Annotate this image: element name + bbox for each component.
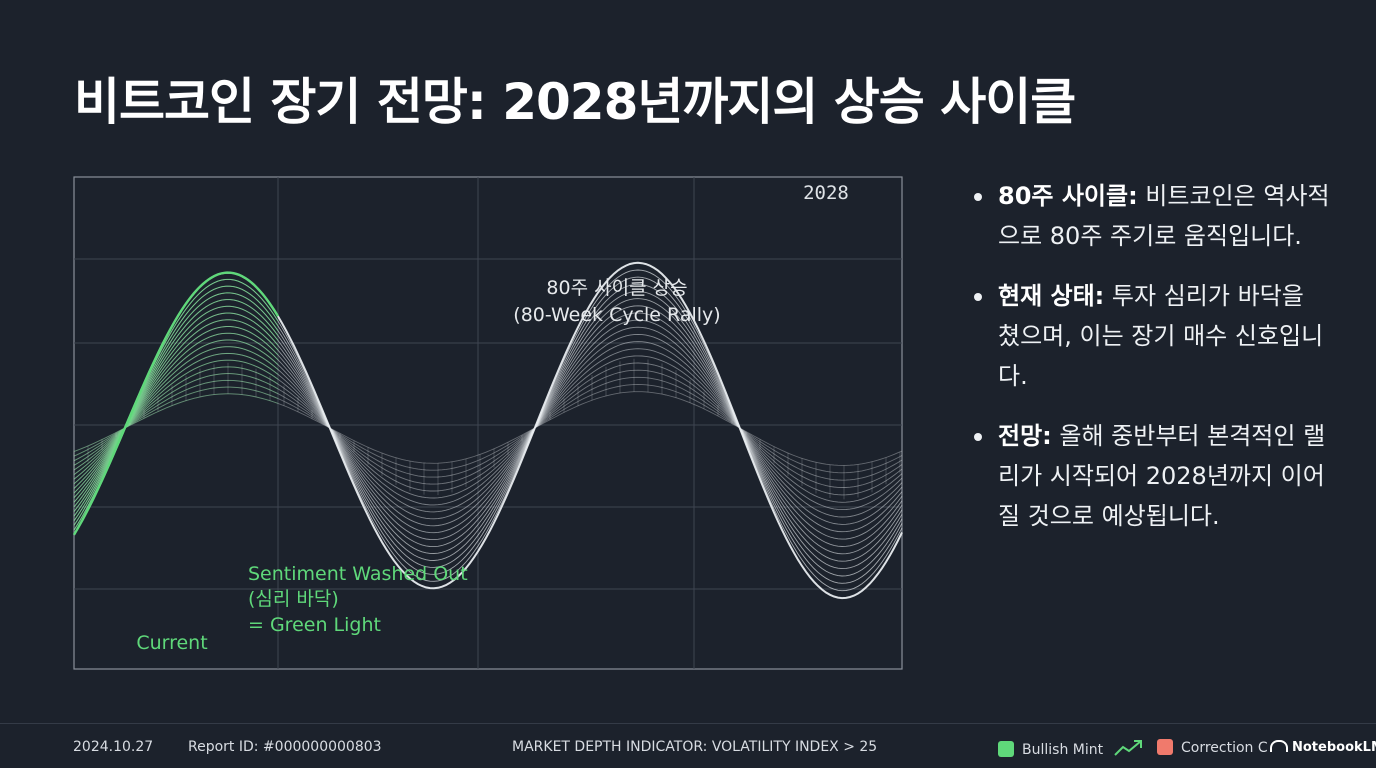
bullet-text: 비트코인은 역사적으로 80주 주기로 움직입니다.: [998, 182, 1330, 250]
footer-date: 2024.10.27: [73, 739, 154, 755]
legend-bullish: Bullish Mint: [998, 739, 1144, 758]
notebooklm-logo: NotebookLM: [1270, 740, 1376, 755]
wave-line-highlight: [73, 332, 279, 494]
wave-line: [73, 384, 903, 474]
wave-lines: [72, 261, 903, 600]
wave-line: [73, 341, 903, 518]
wave-line: [73, 369, 903, 488]
wave-line-highlight: [73, 373, 279, 466]
brand-name: NotebookLM: [1292, 740, 1376, 755]
current-label: Current: [136, 632, 207, 654]
bullet-text: 투자 심리가 바닥을 쳤으며, 이는 장기 매수 신호입니다.: [998, 282, 1324, 390]
bullet-term: 현재 상태:: [998, 282, 1105, 310]
wave-line: [73, 355, 903, 503]
footer-indicator: MARKET DEPTH INDICATOR: VOLATILITY INDEX…: [512, 739, 878, 755]
bullet-term: 전망:: [998, 422, 1052, 450]
page-title: 비트코인 장기 전망: 2028년까지의 상승 사이클: [74, 73, 1076, 131]
wave-line: [73, 291, 903, 570]
wave-line: [73, 391, 903, 466]
footer-divider: [0, 723, 1376, 724]
rally-label-ko: 80주 사이클 상승: [546, 277, 687, 299]
wave-line-highlight: [73, 393, 279, 452]
wave-line: [73, 362, 903, 496]
wave-line: [73, 376, 903, 481]
legend-swatch-green: [998, 741, 1014, 757]
bullet-80week-cycle: 80주 사이클: 비트코인은 역사적으로 80주 주기로 움직입니다.: [972, 176, 1332, 256]
wave-line-highlight: [72, 271, 280, 536]
legend-correction-label: Correction C: [1181, 740, 1268, 756]
legend-correction: Correction C: [1157, 739, 1268, 756]
notebooklm-icon: [1270, 740, 1288, 752]
cycle-chart: 2028 80주 사이클 상승 (80-Week Cycle Rally) Se…: [72, 175, 904, 671]
footer-report-id: Report ID: #000000000803: [188, 739, 382, 755]
rally-label-en: (80-Week Cycle Rally): [513, 304, 720, 326]
chart-grid: [73, 176, 903, 670]
wave-line-highlight: [73, 326, 279, 499]
sentiment-label-line2: (심리 바닥): [248, 588, 339, 610]
chart-frame: [73, 176, 903, 670]
wave-line-highlight: [73, 285, 279, 526]
bullet-outlook: 전망: 올해 중반부터 본격적인 랠리가 시작되어 2028년까지 이어질 것으…: [972, 416, 1332, 536]
wave-line-highlight: [73, 339, 279, 489]
wave-line-highlight: [73, 346, 279, 485]
wave-line: [73, 276, 903, 584]
wave-line-highlight: [73, 292, 279, 522]
year-2028-label: 2028: [803, 182, 849, 204]
cycle-wave-chart: 2028 80주 사이클 상승 (80-Week Cycle Rally) Se…: [72, 176, 903, 670]
wave-line: [73, 333, 903, 525]
bullet-current-status: 현재 상태: 투자 심리가 바닥을 쳤으며, 이는 장기 매수 신호입니다.: [972, 276, 1332, 396]
wave-line-highlight: [73, 312, 279, 508]
legend-swatch-red: [1157, 739, 1173, 755]
wave-line-highlight: [73, 386, 279, 457]
wave-line: [73, 348, 903, 511]
sentiment-label-line3: = Green Light: [248, 614, 381, 636]
wave-line-highlight: [73, 352, 279, 480]
wave-line-highlight: [73, 366, 279, 471]
wave-line-highlight: [73, 305, 279, 512]
bullet-list: 80주 사이클: 비트코인은 역사적으로 80주 주기로 움직입니다. 현재 상…: [972, 176, 1332, 556]
bullet-text: 올해 중반부터 본격적인 랠리가 시작되어 2028년까지 이어질 것으로 예상…: [998, 422, 1326, 530]
wave-line-highlight: [73, 319, 279, 503]
bullet-term: 80주 사이클:: [998, 182, 1138, 210]
trend-up-icon: [1113, 740, 1142, 756]
sentiment-label-line1: Sentiment Washed Out: [248, 563, 468, 585]
wave-line-highlight: [73, 359, 279, 476]
legend-bullish-label: Bullish Mint: [1022, 742, 1104, 758]
wave-line-highlight: [73, 379, 279, 462]
wave-line-highlight: [73, 299, 279, 517]
